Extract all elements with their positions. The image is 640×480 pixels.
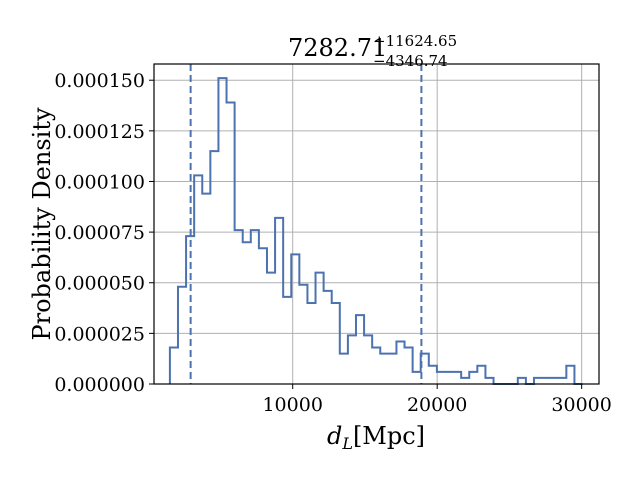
x-axis-subscript: L — [341, 434, 353, 453]
histogram-step-line — [168, 77, 583, 385]
y-tick-label: 0.000100 — [54, 171, 145, 193]
y-tick-label: 0.000000 — [54, 374, 145, 396]
x-axis-label: dL[Mpc] — [327, 422, 425, 453]
axis-ticks: 10000 20000 30000 0.000000 0.000025 0.000050 0… — [54, 70, 612, 416]
x-axis-symbol: d — [327, 422, 342, 450]
title-upper-error: +11624.65 — [373, 32, 457, 50]
plot-frame — [153, 63, 600, 385]
credible-interval-lines — [189, 64, 423, 384]
y-tick-label: 0.000075 — [54, 222, 145, 244]
title-lower-error: −4346.74 — [373, 52, 448, 70]
x-tick-label: 20000 — [407, 394, 467, 416]
y-tick-label: 0.000050 — [54, 273, 145, 295]
chart-title: 7282.71 — [288, 34, 387, 62]
grid — [154, 64, 599, 385]
title-median: 7282.71 — [288, 34, 387, 62]
x-tick-label: 10000 — [262, 394, 322, 416]
y-tick-label: 0.000150 — [54, 70, 145, 92]
y-tick-label: 0.000025 — [54, 323, 145, 345]
y-axis-label: Probability Density — [28, 107, 56, 341]
y-tick-label: 0.000125 — [54, 121, 145, 143]
histogram-series — [168, 77, 583, 385]
x-tick-label: 30000 — [551, 394, 611, 416]
x-axis-unit: [Mpc] — [353, 422, 425, 450]
